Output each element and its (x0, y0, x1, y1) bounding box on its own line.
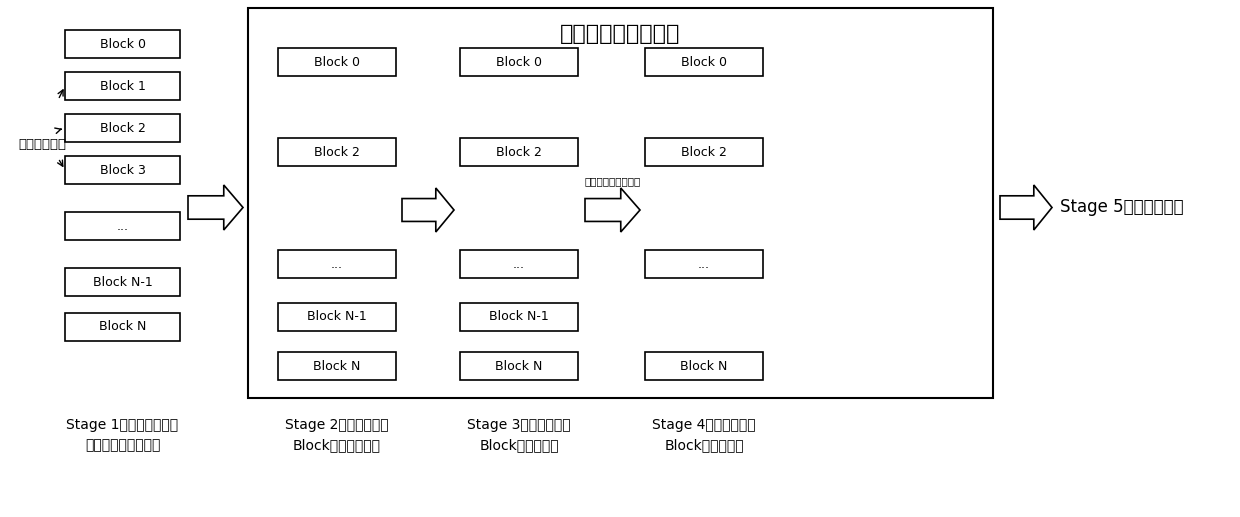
Text: Block进行写操作: Block进行写操作 (479, 438, 559, 452)
Bar (645, 352, 763, 380)
Bar (64, 72, 180, 100)
Text: Block 2: Block 2 (681, 145, 727, 159)
Bar (64, 30, 180, 58)
Bar (248, 8, 993, 398)
Text: Block N-1: Block N-1 (308, 311, 367, 324)
Text: Block 2: Block 2 (496, 145, 542, 159)
Text: Block 2: Block 2 (314, 145, 360, 159)
Text: Block 0: Block 0 (314, 55, 360, 68)
Bar (460, 303, 578, 331)
Bar (64, 156, 180, 184)
Text: Stage 3：针对剩余的: Stage 3：针对剩余的 (467, 418, 570, 432)
Text: 的坏块标志扫描坏块: 的坏块标志扫描坏块 (84, 438, 160, 452)
Text: Block N-1: Block N-1 (93, 276, 153, 288)
Bar (460, 250, 578, 278)
Bar (278, 352, 396, 380)
Text: Block 0: Block 0 (496, 55, 542, 68)
Text: 循环该流程指定轮数: 循环该流程指定轮数 (560, 24, 681, 44)
Text: Block N: Block N (495, 359, 543, 373)
Text: Block进行读操作: Block进行读操作 (665, 438, 744, 452)
Text: 颗粒出厂坏块: 颗粒出厂坏块 (19, 139, 66, 151)
Bar (645, 48, 763, 76)
Text: ...: ... (698, 257, 711, 270)
Bar (64, 212, 180, 240)
Bar (64, 313, 180, 341)
Text: ...: ... (331, 257, 343, 270)
Text: 前置、温度变换加速: 前置、温度变换加速 (584, 176, 641, 186)
Polygon shape (585, 188, 640, 232)
Text: Block 0: Block 0 (681, 55, 727, 68)
Text: Block N: Block N (681, 359, 728, 373)
Bar (64, 268, 180, 296)
Polygon shape (402, 188, 454, 232)
Text: ...: ... (513, 257, 525, 270)
Text: Block N: Block N (314, 359, 361, 373)
Bar (645, 250, 763, 278)
Text: Stage 1：根据颗粒提供: Stage 1：根据颗粒提供 (67, 418, 179, 432)
Text: Block进行擦除操作: Block进行擦除操作 (293, 438, 381, 452)
Text: Block 1: Block 1 (99, 80, 145, 93)
Text: Stage 2：针对剩余的: Stage 2：针对剩余的 (285, 418, 389, 432)
Polygon shape (999, 185, 1052, 230)
Text: Block N-1: Block N-1 (489, 311, 549, 324)
Text: ...: ... (117, 220, 129, 233)
Bar (278, 138, 396, 166)
Bar (460, 138, 578, 166)
Text: Stage 4：针对剩余的: Stage 4：针对剩余的 (652, 418, 756, 432)
Polygon shape (188, 185, 243, 230)
Text: Block 0: Block 0 (99, 38, 145, 51)
Bar (460, 352, 578, 380)
Text: Block 2: Block 2 (99, 121, 145, 134)
Text: Block 3: Block 3 (99, 163, 145, 176)
Bar (460, 48, 578, 76)
Bar (278, 250, 396, 278)
Text: Stage 5：生成坏块表: Stage 5：生成坏块表 (1060, 199, 1184, 217)
Text: Block N: Block N (99, 321, 146, 333)
Bar (278, 48, 396, 76)
Bar (645, 138, 763, 166)
Bar (278, 303, 396, 331)
Bar (64, 114, 180, 142)
